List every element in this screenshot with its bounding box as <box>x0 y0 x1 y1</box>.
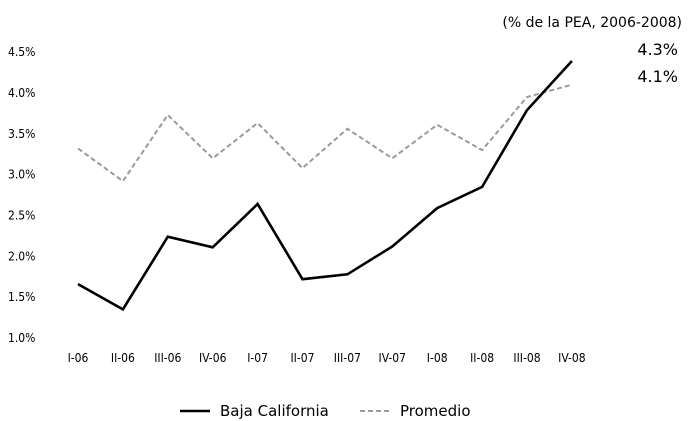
x-tick-label: III-07 <box>334 351 361 365</box>
x-tick-label: II-06 <box>111 351 135 365</box>
end-value-label: 4.3% <box>637 40 678 59</box>
legend: Baja California Promedio <box>180 402 471 420</box>
x-tick-label: I-08 <box>427 351 448 365</box>
x-tick-label: II-08 <box>470 351 494 365</box>
y-tick-label: 3.0% <box>8 168 35 182</box>
end-value-label: 4.1% <box>637 67 678 86</box>
x-tick-label: II-07 <box>291 351 315 365</box>
series-line-baja-california <box>77 60 573 312</box>
x-tick-label: I-06 <box>68 351 89 365</box>
y-tick-label: 4.5% <box>8 45 35 59</box>
plot-area: 4.3% 4.1% <box>77 40 678 312</box>
chart-subtitle: (% de la PEA, 2006-2008) <box>502 15 682 31</box>
y-tick-label: 3.5% <box>8 127 35 141</box>
x-tick-label: IV-06 <box>199 351 227 365</box>
x-axis: I-06 II-06 III-06 IV-06 I-07 II-07 III-07 IV-07… <box>68 351 586 365</box>
legend-label-promedio: Promedio <box>400 402 471 420</box>
series-line-promedio <box>77 83 573 183</box>
y-axis: 1.0% 1.5% 2.0% 2.5% 3.0% 3.5% 4.0% 4.5% <box>8 45 35 345</box>
x-tick-label: III-08 <box>513 351 540 365</box>
y-tick-label: 2.5% <box>8 208 35 222</box>
x-tick-label: IV-08 <box>558 351 586 365</box>
y-tick-label: 2.0% <box>8 249 35 263</box>
x-tick-label: IV-07 <box>379 351 407 365</box>
y-tick-label: 1.5% <box>8 290 35 304</box>
legend-label-baja-california: Baja California <box>220 402 329 420</box>
x-tick-label: I-07 <box>247 351 268 365</box>
x-tick-label: III-06 <box>154 351 181 365</box>
y-tick-label: 4.0% <box>8 86 35 100</box>
y-tick-label: 1.0% <box>8 331 35 345</box>
